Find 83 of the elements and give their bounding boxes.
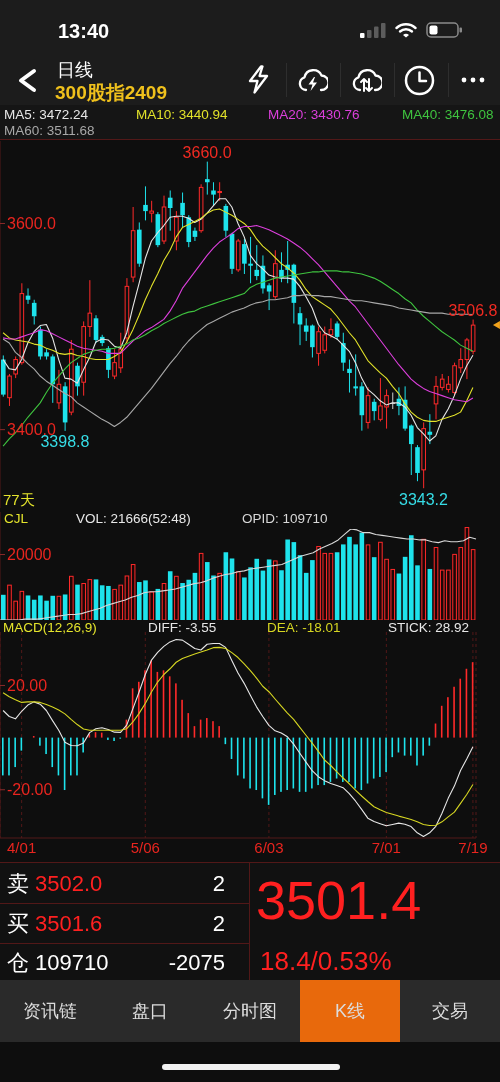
text: MA60: 3511.68 <box>4 123 96 139</box>
text: MA40: 3476.08 <box>402 107 495 123</box>
candlestick <box>180 192 185 229</box>
y-tick-label: 20000 <box>7 546 52 564</box>
text: 3501.4 <box>256 869 422 931</box>
text: 日线 <box>57 59 93 81</box>
x-tick-label: 4/01 <box>7 838 37 856</box>
bar <box>217 572 222 620</box>
annotation: 3506.8 <box>448 302 498 320</box>
bar <box>235 571 241 620</box>
x-tick-label: 5/06 <box>130 838 160 856</box>
bar <box>56 595 62 620</box>
bar <box>69 575 74 620</box>
text: 买 <box>7 911 29 937</box>
bar <box>198 552 204 620</box>
category-label: 交易 <box>400 980 500 1042</box>
category-label: K线 <box>300 980 400 1042</box>
candlestick <box>334 320 340 341</box>
chart-title: CJL <box>4 511 29 527</box>
annotation: 3660.0 <box>182 144 232 162</box>
candlestick <box>353 353 358 397</box>
text: MA5: 3472.24 <box>4 107 90 123</box>
bar <box>273 560 278 620</box>
annotation: VOL: 21666(52:48) <box>76 511 191 527</box>
text: 卖 <box>7 870 29 897</box>
text: DEA: -18.01 <box>267 620 341 636</box>
candlestick <box>266 282 272 311</box>
text: 109710 <box>35 949 109 976</box>
bar <box>174 575 179 620</box>
candlestick <box>409 424 414 476</box>
category-label: 资讯链 <box>0 980 100 1042</box>
candlestick <box>56 369 62 410</box>
candlestick <box>341 332 346 372</box>
text: 2 <box>212 870 225 897</box>
candlestick <box>421 421 426 489</box>
x-tick-label: 7/01 <box>371 838 401 856</box>
candlestick <box>347 359 352 394</box>
candlestick <box>75 362 80 397</box>
candlestick <box>254 244 260 281</box>
candlestick <box>328 317 334 339</box>
candlestick <box>297 306 303 346</box>
text: MA20: 3430.76 <box>268 107 361 123</box>
text: -2075 <box>168 949 225 976</box>
bar <box>75 584 80 620</box>
bar <box>167 571 173 620</box>
category-label: 盘口 <box>100 980 200 1042</box>
series-label: DIFF: -3.55 <box>148 620 217 636</box>
x-tick-label: 7/19 <box>458 838 488 856</box>
bar <box>149 591 154 620</box>
candlestick <box>371 398 377 421</box>
text: 13:40 <box>58 19 110 43</box>
bar <box>1 594 6 620</box>
candlestick <box>242 238 247 275</box>
bar <box>371 557 377 620</box>
candlestick <box>211 181 216 207</box>
candlestick <box>130 206 136 283</box>
annotation: 3343.2 <box>398 490 449 508</box>
bar <box>421 538 426 620</box>
y-tick-label: 20.00 <box>7 677 48 695</box>
candlestick <box>143 185 148 221</box>
chart-title: MACD(12,26,9) <box>3 620 97 636</box>
candlestick <box>167 189 173 232</box>
text: 3502.0 <box>35 870 103 897</box>
text: 仓 <box>7 949 29 976</box>
candlestick <box>248 236 253 284</box>
annotation: 77天 <box>3 491 35 508</box>
x-tick-label: 6/03 <box>254 838 284 856</box>
bar <box>130 564 136 620</box>
category-label: 分时图 <box>200 980 300 1042</box>
candlestick <box>198 183 204 234</box>
y-tick-label: -20.00 <box>7 781 53 799</box>
text: 3501.6 <box>35 911 103 937</box>
text: MA10: 3440.94 <box>136 107 229 123</box>
text: 2 <box>212 911 225 937</box>
annotation: STICK: 28.92 <box>388 620 470 636</box>
bar <box>470 549 476 620</box>
series-label: OPID: 109710 <box>242 511 328 527</box>
candlestick <box>205 161 210 196</box>
text: 300股指2409 <box>55 82 167 104</box>
candlestick <box>31 299 37 325</box>
y-tick-label: 3600.0 <box>7 215 57 233</box>
text: 18.4/0.53% <box>260 946 392 976</box>
candlestick <box>470 319 476 355</box>
